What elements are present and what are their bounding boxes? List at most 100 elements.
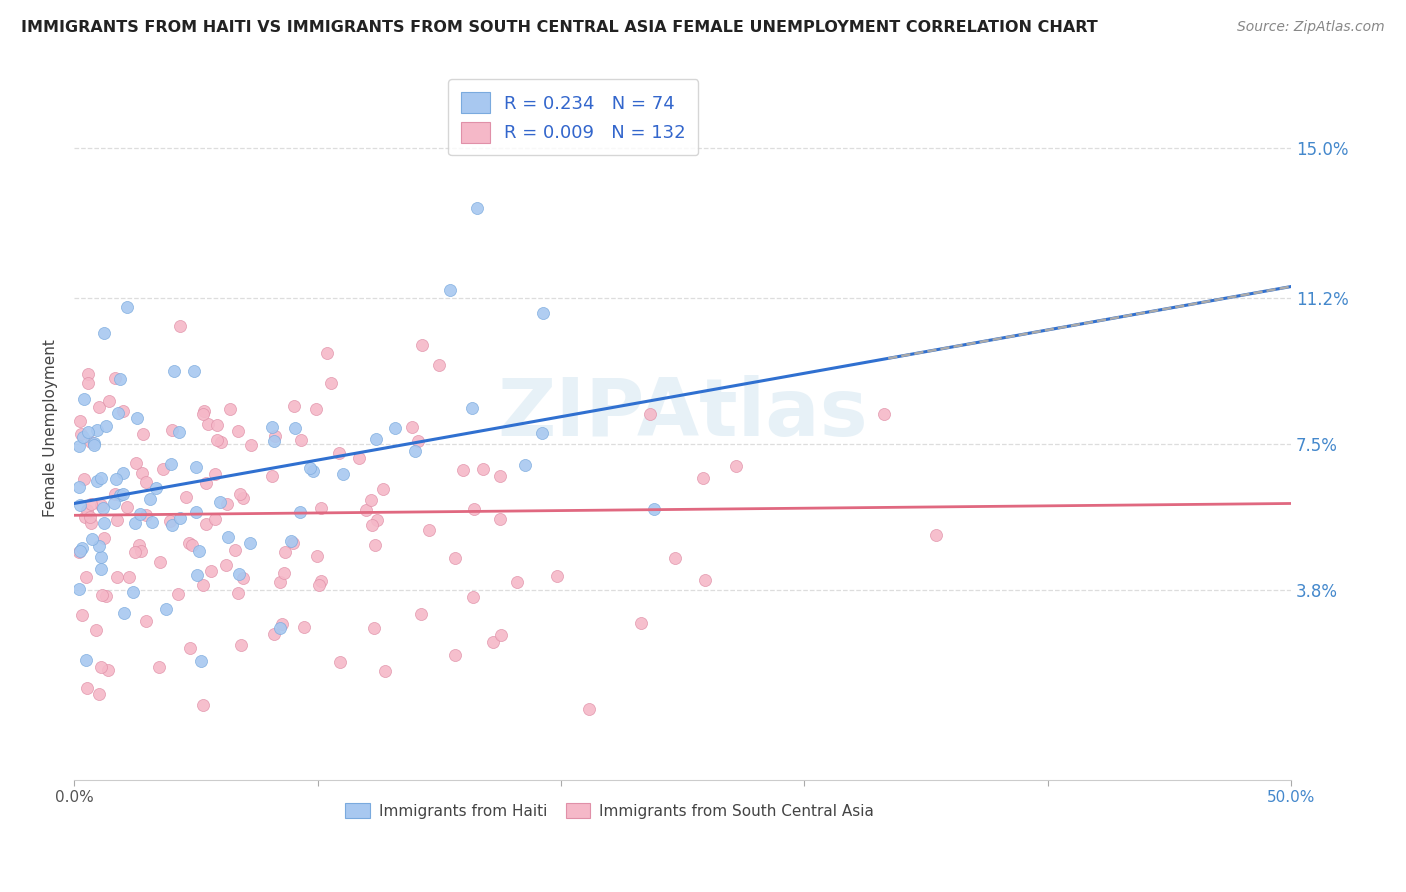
Point (80, 435, 103, 450)
Point (240, 437, 263, 451)
Point (418, 524, 440, 538)
Point (204, 467, 226, 482)
Point (105, 513, 128, 527)
Point (309, 574, 332, 588)
Point (200, 564, 222, 578)
Point (347, 450, 370, 465)
Point (309, 500, 332, 515)
Point (162, 518, 184, 533)
Point (135, 508, 157, 523)
Point (262, 419, 284, 434)
Point (444, 551, 467, 566)
Point (264, 429, 287, 443)
Point (228, 586, 250, 600)
Point (363, 621, 385, 635)
Point (725, 458, 748, 473)
Point (70, 427, 93, 442)
Point (260, 469, 283, 483)
Point (290, 505, 312, 519)
Point (110, 488, 132, 502)
Point (90, 470, 112, 484)
Point (97, 394, 120, 409)
Point (269, 621, 291, 635)
Point (664, 550, 686, 565)
Point (67, 439, 90, 453)
Point (197, 417, 219, 431)
Point (232, 571, 254, 585)
Point (191, 578, 214, 592)
Point (169, 318, 191, 333)
Point (263, 626, 285, 640)
Point (177, 536, 200, 550)
Point (489, 628, 512, 642)
Point (131, 466, 153, 480)
Point (67, 582, 90, 596)
Point (75, 570, 97, 584)
Point (873, 407, 896, 421)
Point (91, 500, 114, 515)
Point (463, 501, 485, 516)
Point (329, 655, 352, 669)
Point (75, 509, 97, 524)
Point (73, 472, 96, 486)
Point (404, 443, 426, 458)
Legend: Immigrants from Haiti, Immigrants from South Central Asia: Immigrants from Haiti, Immigrants from S… (339, 797, 880, 824)
Point (292, 619, 315, 633)
Point (67, 480, 90, 494)
Point (149, 555, 172, 569)
Point (104, 487, 127, 501)
Point (105, 570, 128, 584)
Point (129, 507, 152, 521)
Point (93, 326, 115, 340)
Point (87, 400, 110, 414)
Point (461, 401, 484, 415)
Point (108, 372, 131, 386)
Point (91, 588, 114, 602)
Point (217, 497, 239, 511)
Point (118, 570, 141, 584)
Point (229, 486, 252, 500)
Point (360, 492, 382, 507)
Point (162, 423, 184, 437)
Y-axis label: Female Unemployment: Female Unemployment (44, 340, 58, 517)
Point (692, 471, 714, 485)
Point (506, 575, 529, 590)
Point (924, 527, 946, 541)
Point (186, 567, 208, 582)
Point (195, 516, 218, 531)
Text: IMMIGRANTS FROM HAITI VS IMMIGRANTS FROM SOUTH CENTRAL ASIA FEMALE UNEMPLOYMENT : IMMIGRANTS FROM HAITI VS IMMIGRANTS FROM… (21, 20, 1098, 35)
Point (103, 496, 125, 510)
Point (125, 456, 148, 470)
Point (124, 544, 146, 558)
Point (328, 446, 350, 460)
Point (90, 659, 112, 673)
Point (439, 283, 461, 297)
Point (530, 426, 553, 441)
Point (84, 623, 107, 637)
Point (471, 462, 494, 476)
Point (111, 404, 134, 418)
Point (290, 433, 312, 447)
Point (174, 490, 197, 504)
Point (76, 503, 98, 517)
Point (155, 602, 177, 616)
Point (239, 536, 262, 550)
Point (193, 407, 215, 421)
Point (274, 545, 297, 559)
Point (226, 424, 249, 438)
Point (302, 464, 325, 478)
Point (643, 502, 665, 516)
Point (190, 654, 212, 668)
Point (630, 616, 652, 631)
Point (401, 420, 423, 434)
Point (94, 419, 117, 434)
Point (191, 698, 214, 712)
Point (179, 641, 201, 656)
Point (465, 201, 488, 215)
Point (76, 653, 98, 667)
Point (107, 406, 129, 420)
Point (89, 539, 111, 553)
Text: ZIPAtlas: ZIPAtlas (498, 376, 868, 453)
Point (271, 616, 294, 631)
Point (135, 475, 157, 490)
